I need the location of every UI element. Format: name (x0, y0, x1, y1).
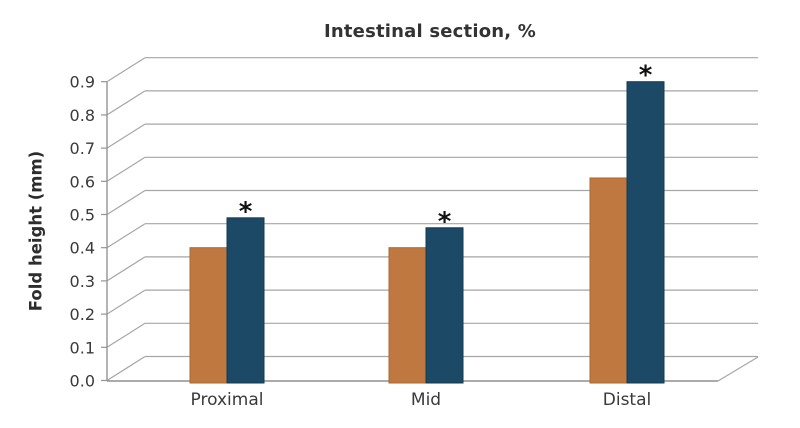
y-tick-label: 0.2 (70, 305, 95, 324)
y-tick-label: 0.8 (70, 106, 95, 125)
gridline-diagonal (106, 223, 146, 249)
significance-asterisk: * (438, 207, 452, 237)
bar-orange-distal (589, 177, 628, 384)
gridline-diagonal (106, 355, 146, 382)
gridline-diagonal (106, 156, 146, 182)
bar-blue-mid (425, 227, 464, 384)
category-label-proximal: Proximal (191, 390, 264, 410)
gridline-diagonal (106, 256, 146, 282)
significance-asterisk: * (639, 61, 653, 91)
gridline-diagonal (106, 322, 146, 348)
gridline-diagonal (106, 123, 146, 149)
y-tick-label: 0.4 (70, 239, 95, 258)
gridline-diagonal (106, 189, 146, 216)
baseline-depth-diagonal (717, 356, 759, 382)
bar-orange-proximal (189, 247, 228, 384)
gridline-diagonal (106, 90, 146, 116)
y-tick-label: 0.0 (70, 372, 95, 391)
category-label-mid: Mid (411, 390, 441, 410)
gridline-diagonal (106, 289, 146, 315)
significance-asterisk: * (239, 197, 253, 227)
bar-blue-distal (626, 81, 665, 384)
y-tick-label: 0.9 (70, 73, 95, 92)
y-tick-label: 0.6 (70, 172, 95, 191)
y-axis-title: Fold height (mm) (26, 150, 46, 312)
category-label-distal: Distal (603, 390, 651, 410)
y-tick-label: 0.5 (70, 206, 95, 225)
y-tick-label: 0.1 (70, 338, 95, 357)
gridline-diagonal (106, 57, 146, 83)
y-tick-label: 0.3 (70, 272, 95, 291)
bar-orange-mid (388, 247, 427, 384)
bar-blue-proximal (226, 217, 265, 384)
y-tick-label: 0.7 (70, 139, 95, 158)
chart-title: Intestinal section, % (323, 21, 537, 42)
